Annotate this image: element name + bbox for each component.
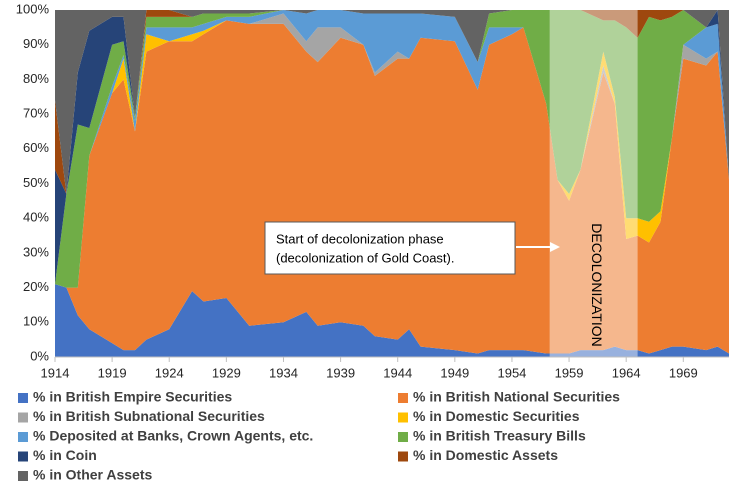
annotation-text: (decolonization of Gold Coast). <box>276 250 454 265</box>
x-tick-label: 1939 <box>326 365 355 380</box>
legend-label: % in British Subnational Securities <box>33 408 265 424</box>
legend-swatch <box>18 432 28 442</box>
x-tick-label: 1949 <box>440 365 469 380</box>
legend-swatch <box>398 451 408 462</box>
area <box>55 20 729 354</box>
x-tick-label: 1944 <box>383 365 412 380</box>
annotation-text: Start of decolonization phase <box>276 231 444 246</box>
area <box>55 10 729 285</box>
band-label: DECOLONIZATION <box>589 223 605 346</box>
legend-swatch <box>398 393 408 403</box>
x-tick-label: 1959 <box>555 365 584 380</box>
y-tick-label: 90% <box>23 36 49 51</box>
y-tick-label: 50% <box>23 175 49 190</box>
legend-swatch <box>18 471 28 481</box>
x-tick-label: 1919 <box>98 365 127 380</box>
legend-swatch <box>18 451 28 462</box>
legend-swatch <box>398 412 408 423</box>
x-tick-label: 1914 <box>41 365 70 380</box>
x-tick-label: 1924 <box>155 365 184 380</box>
legend-label: % in Domestic Assets <box>413 447 558 463</box>
legend-label: % in British Treasury Bills <box>413 428 586 444</box>
x-tick-label: 1954 <box>497 365 526 380</box>
legend-label: % Deposited at Banks, Crown Agents, etc. <box>33 428 313 444</box>
x-tick-label: 1934 <box>269 365 298 380</box>
y-tick-label: 80% <box>23 71 49 86</box>
y-tick-label: 100% <box>16 1 50 16</box>
y-tick-label: 20% <box>23 279 49 294</box>
legend-label: % in Coin <box>33 447 97 463</box>
legend-label: % in Domestic Securities <box>413 408 580 424</box>
legend-label: % in British Empire Securities <box>33 389 232 405</box>
y-tick-label: 30% <box>23 244 49 259</box>
annotation-box <box>264 221 516 275</box>
legend-swatch <box>18 393 28 403</box>
legend-swatch <box>18 412 28 423</box>
y-tick-label: 60% <box>23 140 49 155</box>
y-tick-label: 10% <box>23 314 49 329</box>
area <box>55 284 729 357</box>
arrow-head <box>550 242 560 252</box>
area <box>55 10 729 288</box>
x-tick-label: 1964 <box>612 365 641 380</box>
x-tick-label: 1969 <box>669 365 698 380</box>
x-tick-label: 1929 <box>212 365 241 380</box>
y-tick-label: 0% <box>30 348 49 363</box>
legend-swatch <box>398 432 408 442</box>
legend-label: % in British National Securities <box>413 389 620 405</box>
y-tick-label: 40% <box>23 210 49 225</box>
y-tick-label: 70% <box>23 106 49 121</box>
decolonization-band <box>549 10 638 357</box>
legend-label: % in Other Assets <box>33 467 153 483</box>
